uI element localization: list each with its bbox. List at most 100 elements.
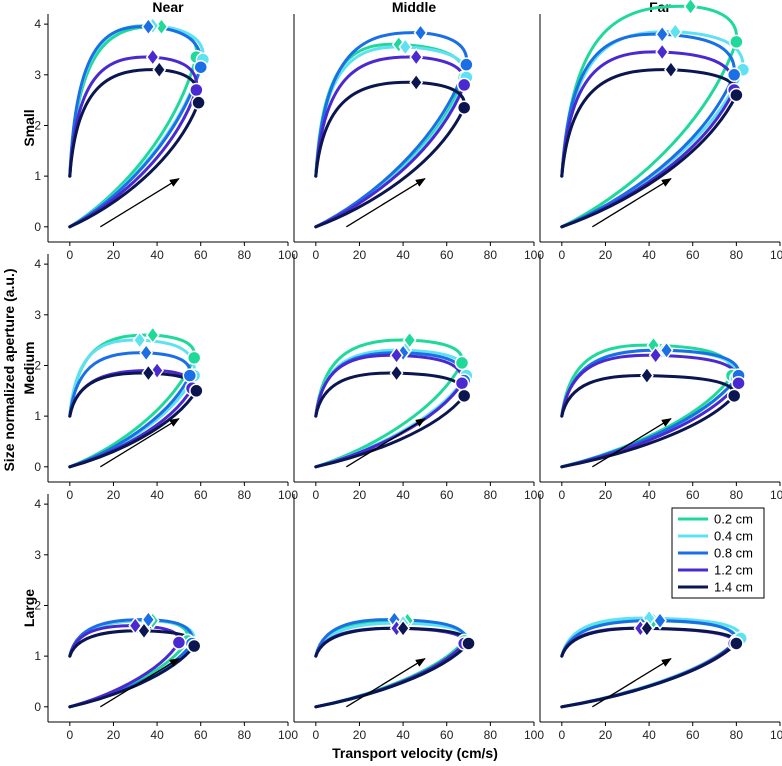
x-tick-label: 100 bbox=[770, 248, 782, 262]
row-title-small: Small bbox=[21, 109, 37, 146]
x-tick-label: 100 bbox=[524, 248, 544, 262]
y-tick-label: 2 bbox=[34, 118, 41, 132]
direction-arrow bbox=[100, 178, 180, 228]
y-tick-label: 0 bbox=[34, 700, 41, 714]
x-tick-label: 80 bbox=[484, 248, 498, 262]
peak-aperture-diamond bbox=[668, 22, 683, 41]
peak-velocity-circle bbox=[459, 57, 474, 72]
series-line bbox=[560, 639, 738, 709]
peak-aperture-diamond bbox=[145, 325, 160, 345]
series-line bbox=[314, 371, 466, 418]
peak-aperture-diamond bbox=[132, 330, 147, 350]
series-line bbox=[314, 641, 468, 709]
x-tick-label: 80 bbox=[730, 728, 744, 742]
y-tick-label: 0 bbox=[34, 460, 41, 474]
peak-aperture-diamond bbox=[653, 611, 667, 630]
x-tick-label: 20 bbox=[107, 728, 121, 742]
series-line bbox=[314, 361, 464, 469]
legend-label: 0.4 cm bbox=[714, 529, 753, 544]
x-tick-label: 80 bbox=[238, 488, 252, 502]
peak-velocity-circle bbox=[186, 638, 202, 654]
peak-velocity-circle bbox=[193, 59, 208, 75]
x-axis-title: Transport velocity (cm/s) bbox=[332, 745, 498, 761]
peak-aperture-diamond bbox=[141, 17, 156, 36]
row-title-large: Large bbox=[21, 589, 37, 627]
series-line bbox=[560, 641, 736, 709]
x-tick-label: 0 bbox=[558, 488, 565, 502]
peak-aperture-diamond bbox=[145, 47, 160, 67]
x-tick-label: 60 bbox=[194, 488, 208, 502]
y-tick-label: 3 bbox=[34, 308, 41, 322]
direction-arrow bbox=[592, 418, 672, 468]
series-line bbox=[314, 618, 468, 658]
x-tick-label: 0 bbox=[558, 728, 565, 742]
series-line bbox=[68, 640, 181, 709]
x-tick-label: 60 bbox=[686, 248, 700, 262]
column-title-near: Near bbox=[152, 0, 184, 15]
series-line bbox=[314, 75, 468, 229]
series-line bbox=[314, 106, 466, 229]
x-tick-label: 40 bbox=[396, 488, 410, 502]
x-tick-label: 100 bbox=[524, 728, 544, 742]
series-line bbox=[314, 55, 466, 178]
x-tick-label: 40 bbox=[150, 248, 164, 262]
series-line bbox=[68, 338, 196, 418]
panel-large-middle: 0 20 40 60 80 100 bbox=[293, 494, 544, 742]
x-tick-label: 80 bbox=[730, 248, 744, 262]
peak-velocity-circle bbox=[726, 388, 742, 404]
y-tick-label: 1 bbox=[34, 169, 41, 183]
peak-velocity-circle bbox=[456, 100, 472, 115]
x-tick-label: 0 bbox=[66, 488, 73, 502]
peak-velocity-circle bbox=[454, 355, 470, 371]
column-title-middle: Middle bbox=[392, 0, 437, 15]
series-line bbox=[314, 338, 464, 418]
peak-velocity-circle bbox=[731, 375, 746, 391]
series-line bbox=[68, 389, 198, 469]
x-tick-label: 40 bbox=[396, 728, 410, 742]
x-tick-label: 60 bbox=[440, 248, 454, 262]
x-tick-label: 100 bbox=[524, 488, 544, 502]
direction-arrow bbox=[346, 418, 426, 468]
series-line bbox=[68, 374, 192, 469]
series-line bbox=[560, 641, 738, 709]
x-tick-label: 100 bbox=[278, 248, 298, 262]
x-tick-label: 60 bbox=[686, 728, 700, 742]
y-tick-label: 1 bbox=[34, 409, 41, 423]
series-line bbox=[314, 394, 466, 469]
series-line bbox=[68, 641, 196, 709]
peak-aperture-diamond bbox=[639, 619, 654, 638]
legend-label: 1.2 cm bbox=[714, 563, 753, 578]
panel-small-middle: 0 20 40 60 80 100 bbox=[293, 14, 544, 262]
peak-aperture-diamond bbox=[659, 341, 674, 360]
series-line bbox=[68, 644, 196, 709]
x-tick-label: 40 bbox=[396, 248, 410, 262]
series-line bbox=[314, 639, 466, 709]
direction-arrow bbox=[592, 658, 672, 708]
series-line bbox=[314, 381, 464, 469]
direction-arrow bbox=[346, 658, 426, 708]
series-line bbox=[314, 641, 471, 709]
x-tick-label: 60 bbox=[194, 728, 208, 742]
peak-velocity-circle bbox=[729, 636, 744, 651]
peak-aperture-diamond bbox=[413, 23, 428, 42]
panel-medium-middle: 0 20 40 60 80 100 bbox=[293, 254, 544, 502]
x-tick-label: 40 bbox=[150, 488, 164, 502]
x-tick-label: 40 bbox=[642, 728, 656, 742]
x-tick-label: 40 bbox=[642, 488, 656, 502]
y-tick-label: 2 bbox=[34, 598, 41, 612]
peak-aperture-diamond bbox=[648, 346, 663, 365]
series-line bbox=[314, 75, 466, 229]
x-tick-label: 40 bbox=[150, 728, 164, 742]
series-line bbox=[68, 68, 201, 178]
peak-velocity-circle bbox=[189, 383, 204, 399]
y-tick-label: 3 bbox=[34, 548, 41, 562]
series-line bbox=[560, 40, 738, 229]
x-tick-label: 20 bbox=[599, 248, 613, 262]
series-line bbox=[68, 25, 203, 178]
series-line bbox=[560, 374, 734, 469]
series-line bbox=[314, 83, 466, 229]
peak-velocity-circle bbox=[454, 375, 470, 391]
x-tick-label: 80 bbox=[238, 728, 252, 742]
x-tick-label: 20 bbox=[599, 488, 613, 502]
